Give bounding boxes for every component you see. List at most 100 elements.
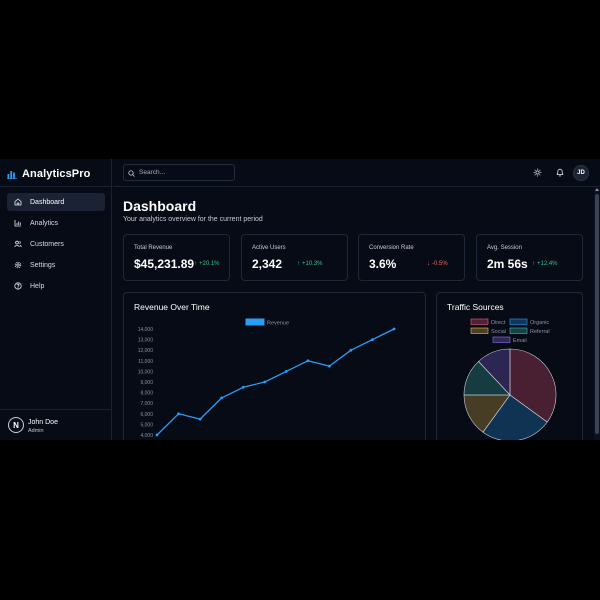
y-tick-label: 14,000 [138, 327, 154, 333]
y-tick-label: 12,000 [138, 348, 154, 354]
stat-delta: ↑ +20.1% [194, 261, 220, 267]
sun-icon [533, 164, 542, 182]
sidebar-item-label: Settings [30, 261, 56, 269]
top-header: JD [113, 159, 600, 187]
traffic-chart-card: Traffic Sources Direct Organic Social Refer… [436, 292, 583, 440]
revenue-chart-card: Revenue Over Time Revenue 4,000 5,000 6,000… [123, 292, 426, 440]
data-point [371, 338, 374, 341]
user-profile[interactable]: N John Doe Admin [0, 409, 112, 440]
data-point [263, 380, 267, 384]
y-tick-label: 6,000 [140, 412, 153, 418]
stat-delta: ↑ +12.4% [532, 261, 558, 267]
pie-slice-email [478, 348, 511, 396]
user-avatar-button[interactable]: JD [573, 165, 589, 181]
data-point [306, 359, 310, 363]
stat-delta: ↓ -0.5% [427, 261, 448, 267]
data-point [177, 412, 180, 416]
search-box [123, 164, 235, 181]
sidebar-item-label: Analytics [30, 219, 59, 227]
scrollbar-thumb[interactable] [595, 194, 599, 434]
pie-slice-organic [482, 394, 548, 440]
sidebar-item-analytics[interactable]: Analytics [7, 214, 105, 232]
y-tick-label: 5,000 [140, 422, 153, 428]
brand[interactable]: AnalyticsPro [7, 166, 90, 182]
y-tick-label: 11,000 [138, 359, 153, 365]
scrollbar[interactable] [594, 188, 600, 440]
stat-card-total-revenue: Total Revenue $45,231.89 ↑ +20.1% [123, 234, 230, 281]
stat-value: 2m 56s [487, 257, 528, 271]
data-point [198, 417, 202, 421]
stat-label: Avg. Session [487, 245, 522, 251]
legend-swatch [470, 318, 489, 325]
chart-title: Traffic Sources [447, 302, 504, 312]
divider [0, 186, 112, 187]
legend-label: Direct [491, 320, 506, 326]
y-tick-label: 7,000 [140, 401, 153, 407]
stat-delta: ↑ +10.3% [297, 261, 323, 267]
legend-swatch [509, 327, 528, 334]
user-name: John Doe [28, 419, 58, 426]
sidebar-item-dashboard[interactable]: Dashboard [7, 193, 105, 211]
sidebar-item-label: Help [30, 282, 45, 290]
stat-card-active-users: Active Users 2,342 ↑ +10.3% [241, 234, 348, 281]
legend-label: Organic [530, 320, 550, 326]
chart-title: Revenue Over Time [134, 302, 210, 312]
data-point [284, 370, 288, 373]
bell-icon [556, 164, 564, 182]
legend-label: Social [491, 329, 506, 335]
data-point [392, 327, 396, 331]
sidebar-nav: Dashboard Analytics Customers Settings [7, 193, 105, 298]
scroll-up-arrow[interactable] [595, 188, 599, 191]
legend-swatch [245, 318, 265, 326]
sidebar-item-label: Customers [30, 240, 64, 248]
arrow-up-icon: ↑ [297, 261, 300, 267]
data-point [327, 364, 331, 368]
y-tick-label: 9,000 [140, 380, 153, 386]
stat-value: 2,342 [252, 257, 283, 271]
stat-card-conversion-rate: Conversion Rate 3.6% ↓ -0.5% [358, 234, 465, 281]
legend-swatch [509, 318, 528, 325]
sidebar-item-customers[interactable]: Customers [7, 235, 105, 253]
avatar: N [8, 417, 24, 433]
arrow-down-icon: ↓ [427, 261, 430, 267]
stat-card-avg-session: Avg. Session 2m 56s ↑ +12.4% [476, 234, 583, 281]
arrow-up-icon: ↑ [532, 261, 535, 267]
legend-label: Referral [530, 329, 550, 335]
user-role: Admin [28, 428, 44, 434]
y-tick-label: 13,000 [138, 338, 154, 344]
theme-toggle-button[interactable] [531, 167, 543, 179]
y-tick-label: 4,000 [140, 433, 153, 439]
gear-icon [13, 261, 22, 270]
arrow-up-icon: ↑ [194, 261, 197, 267]
pie-slice-direct [509, 348, 557, 423]
notifications-button[interactable] [554, 167, 566, 179]
legend-swatch [492, 336, 511, 343]
data-point [241, 385, 245, 389]
search-icon [128, 164, 135, 182]
stat-label: Conversion Rate [369, 245, 414, 251]
data-point [349, 348, 353, 352]
search-input[interactable] [139, 169, 229, 176]
sidebar: AnalyticsPro Dashboard Analytics Custo [0, 159, 112, 440]
data-point [220, 396, 224, 400]
legend-label: Email [513, 338, 527, 344]
users-icon [13, 240, 22, 249]
data-point [155, 433, 159, 437]
brand-name: AnalyticsPro [22, 168, 91, 180]
legend-label: Revenue [267, 321, 289, 327]
sidebar-item-settings[interactable]: Settings [7, 256, 105, 274]
app-window: AnalyticsPro Dashboard Analytics Custo [0, 159, 600, 440]
sidebar-item-help[interactable]: Help [7, 277, 105, 295]
revenue-line-chart: Revenue 4,000 5,000 6,000 7,000 8,000 9,000 10,… [138, 318, 396, 439]
page-subtitle: Your analytics overview for the current … [123, 216, 263, 223]
legend-swatch [470, 327, 489, 334]
stat-label: Active Users [252, 245, 286, 251]
page-title: Dashboard [123, 198, 197, 214]
main-content: Dashboard Your analytics overview for th… [113, 188, 593, 440]
stat-value: $45,231.89 [134, 257, 195, 271]
help-circle-icon [13, 282, 22, 291]
series-line-revenue [156, 328, 395, 436]
bar-chart-icon [13, 219, 22, 228]
y-tick-label: 10,000 [138, 369, 154, 375]
